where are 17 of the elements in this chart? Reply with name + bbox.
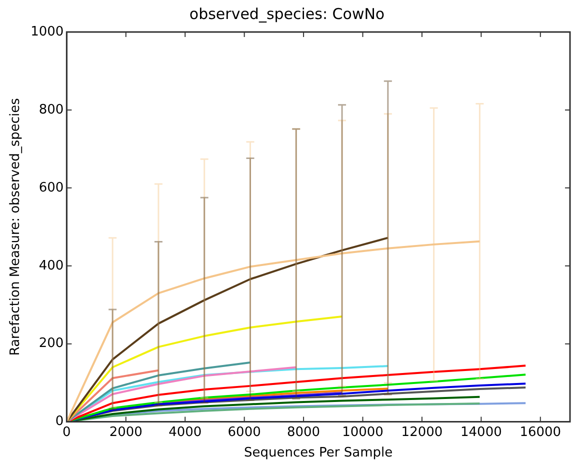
y-tick-label: 600 xyxy=(38,180,64,196)
chart-title: observed_species: CowNo xyxy=(189,4,385,23)
y-tick-label: 800 xyxy=(38,102,64,118)
y-tick-label: 1000 xyxy=(30,24,64,40)
x-axis-title: Sequences Per Sample xyxy=(244,446,393,461)
x-tick-label: 16000 xyxy=(520,424,562,440)
x-tick-label: 12000 xyxy=(401,424,443,440)
y-tick-label: 400 xyxy=(38,258,64,274)
x-tick-label: 2000 xyxy=(109,424,142,440)
x-tick-label: 14000 xyxy=(460,424,502,440)
y-tick-label: 200 xyxy=(38,336,64,352)
x-tick-label: 8000 xyxy=(286,424,320,440)
x-tick-label: 4000 xyxy=(168,424,202,440)
y-tick-label: 0 xyxy=(55,414,64,430)
x-tick-label: 6000 xyxy=(228,424,261,440)
x-tick-label: 10000 xyxy=(342,424,384,440)
y-axis-title: Rarefaction Measure: observed_species xyxy=(8,98,24,356)
